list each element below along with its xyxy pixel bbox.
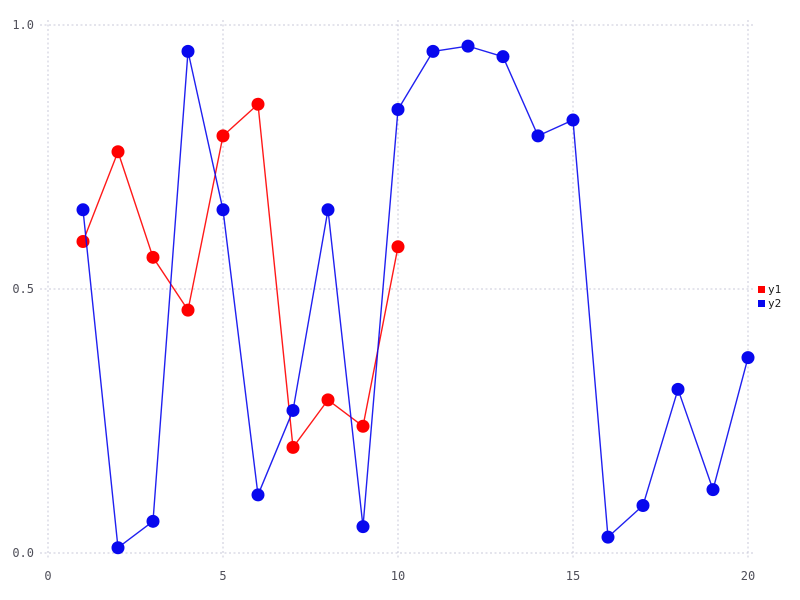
data-point-y2: [531, 129, 545, 143]
data-point-y2: [321, 203, 335, 217]
data-point-y1: [146, 250, 160, 264]
data-point-y2: [566, 113, 580, 127]
data-point-y1: [356, 419, 370, 433]
data-point-y2: [286, 403, 300, 417]
data-point-y2: [146, 514, 160, 528]
data-point-y2: [636, 498, 650, 512]
data-point-y1: [391, 240, 405, 254]
data-point-y2: [426, 44, 440, 58]
legend-label-y2: y2: [768, 297, 782, 310]
data-point-y2: [391, 102, 405, 116]
data-point-y1: [181, 303, 195, 317]
data-point-y2: [76, 203, 90, 217]
data-point-y1: [76, 234, 90, 248]
data-point-y1: [251, 97, 265, 111]
data-point-y1: [286, 440, 300, 454]
x-tick-label: 15: [566, 569, 580, 583]
x-tick-label: 10: [391, 569, 405, 583]
data-point-y2: [251, 488, 265, 502]
x-tick-label: 5: [219, 569, 226, 583]
data-point-y2: [601, 530, 615, 544]
data-point-y1: [321, 393, 335, 407]
data-point-y1: [216, 129, 230, 143]
legend: y1 y2: [758, 283, 781, 310]
legend-item-y2: y2: [758, 297, 781, 310]
data-point-y1: [111, 145, 125, 159]
data-point-y2: [671, 382, 685, 396]
data-point-y2: [496, 50, 510, 64]
series-line-y1: [82, 103, 399, 449]
legend-swatch-y2: [758, 300, 765, 307]
series-line-y2: [82, 45, 749, 549]
data-point-y2: [461, 39, 475, 53]
data-point-y2: [356, 520, 370, 534]
data-point-y2: [181, 44, 195, 58]
legend-swatch-y1: [758, 286, 765, 293]
x-tick-label: 20: [741, 569, 755, 583]
data-point-y2: [216, 203, 230, 217]
y-tick-label: 0.0: [12, 546, 34, 560]
y-tick-label: 1.0: [12, 18, 34, 32]
legend-label-y1: y1: [768, 283, 782, 296]
data-point-y2: [706, 483, 720, 497]
x-tick-label: 0: [44, 569, 51, 583]
y-tick-label: 0.5: [12, 282, 34, 296]
data-point-y2: [111, 541, 125, 555]
data-point-y2: [741, 351, 755, 365]
legend-item-y1: y1: [758, 283, 781, 296]
